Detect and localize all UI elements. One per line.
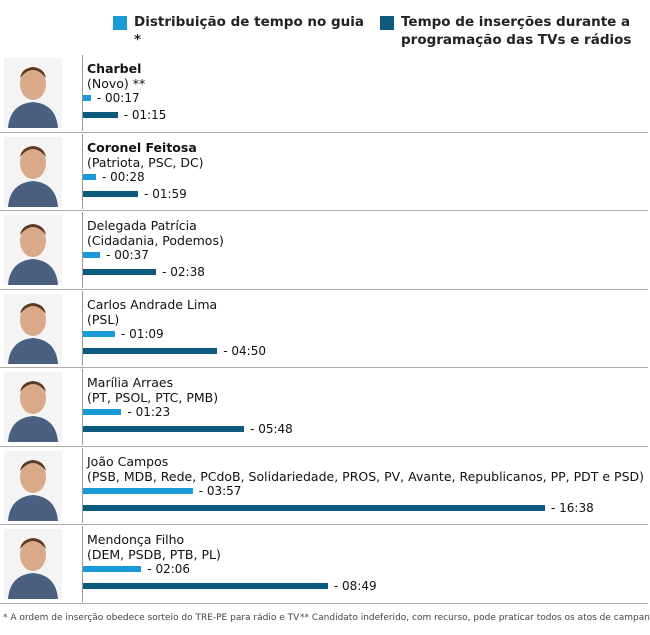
- value-label: - 01:59: [144, 186, 187, 201]
- photo-graphic: [4, 450, 62, 521]
- value-label: - 00:28: [101, 169, 145, 184]
- photo-graphic: [4, 529, 62, 599]
- legend-label: Tempo de inserções durante a programação…: [401, 14, 632, 48]
- value-label: - 00:37: [106, 248, 149, 262]
- candidate-party: (Patriota, PSC, DC): [87, 154, 204, 170]
- candidate-party: (PT, PSOL, PTC, PMB): [87, 390, 219, 405]
- value-label: - 01:23: [127, 405, 171, 419]
- candidate-party: (DEM, PSDB, PTB, PL): [87, 547, 221, 562]
- candidate-photo: [4, 450, 62, 521]
- row-separator: [0, 524, 648, 525]
- photo-graphic: [4, 293, 62, 364]
- legend-swatch: [380, 16, 394, 30]
- candidate-name: João Campos: [87, 453, 169, 469]
- candidate-photo: [4, 136, 62, 207]
- bar: [83, 190, 139, 197]
- photo-graphic: [4, 58, 62, 128]
- bar: [83, 504, 545, 511]
- value-label: - 00:17: [96, 91, 140, 105]
- photo-graphic: [4, 136, 62, 207]
- bar: [83, 583, 328, 589]
- bar: [83, 173, 96, 180]
- candidate-photo: [4, 529, 62, 599]
- candidate-party: (Cidadania, Podemos): [87, 233, 224, 248]
- legend-swatch: [113, 16, 127, 30]
- row-divider: [82, 526, 83, 602]
- photo-graphic: [4, 372, 62, 442]
- row-divider: [82, 290, 83, 366]
- bar: [83, 426, 245, 432]
- candidate-name: Delegada Patrícia: [87, 218, 197, 233]
- bar: [83, 112, 118, 118]
- candidate-name: Carlos Andrade Lima: [87, 296, 218, 312]
- candidate-photo: [4, 372, 62, 442]
- row-separator: [0, 288, 648, 290]
- candidate-photo: [4, 215, 62, 285]
- candidate-name: Charbel: [87, 61, 142, 76]
- bar: [83, 347, 218, 354]
- bar: [83, 566, 142, 572]
- candidate-party: (Novo) **: [87, 76, 146, 91]
- row-separator: [0, 367, 648, 368]
- row-separator: [0, 445, 648, 447]
- row-divider: [82, 55, 83, 131]
- candidate-name: Coronel Feitosa: [87, 139, 197, 155]
- bar: [83, 409, 122, 415]
- row-separator: [0, 602, 648, 604]
- candidate-photo: [4, 293, 62, 364]
- row-separator: [0, 210, 648, 211]
- bar: [83, 95, 91, 101]
- row-divider: [82, 369, 83, 445]
- row-divider: [82, 133, 83, 209]
- row-divider: [82, 212, 83, 288]
- footnote: * A ordem de inserção obedece sorteio do…: [3, 613, 300, 623]
- value-label: - 08:49: [333, 579, 377, 593]
- candidate-party: (PSL): [87, 311, 120, 327]
- row-divider: [82, 447, 83, 523]
- row-separator: [0, 131, 648, 133]
- candidate-name: Mendonça Filho: [87, 532, 185, 547]
- candidate-name: Marília Arraes: [87, 375, 174, 390]
- legend-label: Distribuição de tempo no guia *: [134, 14, 365, 48]
- value-label: - 02:38: [162, 265, 205, 279]
- value-label: - 03:57: [198, 483, 242, 498]
- value-label: - 02:06: [147, 562, 191, 576]
- candidate-party: (PSB, MDB, Rede, PCdoB, Solidariedade, P…: [87, 468, 645, 484]
- value-label: - 01:15: [123, 108, 167, 122]
- bar: [83, 487, 193, 494]
- bar: [83, 330, 115, 337]
- bar: [83, 269, 157, 275]
- bar: [83, 252, 101, 258]
- value-label: - 16:38: [551, 500, 594, 515]
- value-label: - 01:09: [120, 326, 164, 341]
- candidate-photo: [4, 58, 62, 128]
- value-label: - 05:48: [250, 422, 293, 436]
- photo-graphic: [4, 215, 62, 285]
- value-label: - 04:50: [223, 343, 266, 358]
- footnote: ** Candidato indeferido, com recurso, po…: [300, 613, 650, 623]
